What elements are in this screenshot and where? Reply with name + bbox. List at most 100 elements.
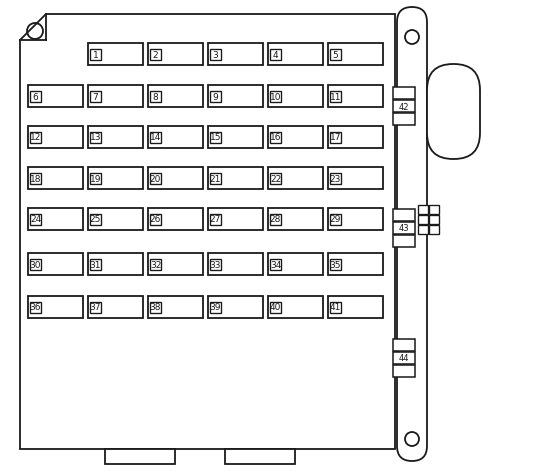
Bar [147, 253, 202, 276]
Bar [393, 352, 415, 364]
Text: 27: 27 [210, 215, 221, 224]
Bar [210, 132, 221, 143]
Bar [28, 253, 82, 276]
Text: 7: 7 [92, 92, 98, 101]
Bar [87, 253, 142, 276]
Text: 25: 25 [90, 215, 101, 224]
Bar [393, 114, 415, 126]
Bar [87, 86, 142, 108]
Text: 17: 17 [330, 133, 341, 142]
Bar [28, 168, 82, 189]
Text: 3: 3 [213, 50, 218, 60]
Bar [267, 168, 322, 189]
Text: 30: 30 [30, 260, 41, 269]
Bar [28, 297, 82, 318]
Bar [150, 259, 161, 270]
Bar [150, 214, 161, 225]
Bar [330, 173, 341, 184]
Bar [210, 214, 221, 225]
Bar [147, 44, 202, 66]
Text: 22: 22 [270, 174, 281, 183]
Bar [270, 132, 281, 143]
Bar [270, 91, 281, 102]
Text: 15: 15 [210, 133, 221, 142]
Polygon shape [20, 15, 395, 449]
Bar [327, 168, 382, 189]
Bar [87, 127, 142, 149]
Bar [150, 91, 161, 102]
Text: 6: 6 [32, 92, 38, 101]
Bar [267, 86, 322, 108]
Bar [330, 91, 341, 102]
Bar [28, 208, 82, 230]
Bar [267, 44, 322, 66]
Text: 4: 4 [273, 50, 278, 60]
Bar [207, 168, 262, 189]
Bar [270, 214, 281, 225]
Text: 13: 13 [90, 133, 101, 142]
Bar [207, 253, 262, 276]
Bar [267, 297, 322, 318]
Bar [393, 223, 415, 235]
Text: 11: 11 [330, 92, 341, 101]
Bar [105, 449, 175, 464]
Text: 5: 5 [333, 50, 338, 60]
Bar [418, 226, 428, 235]
Bar [87, 297, 142, 318]
Bar [393, 339, 415, 351]
Bar [28, 127, 82, 149]
Bar [225, 449, 295, 464]
Bar [30, 91, 41, 102]
Text: 8: 8 [153, 92, 158, 101]
Bar [267, 127, 322, 149]
Bar [327, 253, 382, 276]
Text: 39: 39 [210, 303, 221, 312]
Bar [207, 44, 262, 66]
Bar [429, 206, 439, 215]
Bar [327, 297, 382, 318]
Text: 34: 34 [270, 260, 281, 269]
Bar [330, 50, 341, 60]
Bar [150, 132, 161, 143]
Bar [207, 127, 262, 149]
Bar [418, 206, 428, 215]
FancyBboxPatch shape [427, 65, 480, 159]
FancyBboxPatch shape [397, 8, 427, 461]
Bar [429, 216, 439, 225]
Text: 43: 43 [399, 224, 409, 233]
Bar [270, 259, 281, 270]
Text: 2: 2 [153, 50, 158, 60]
Bar [30, 132, 41, 143]
Bar [87, 44, 142, 66]
Bar [90, 259, 101, 270]
Bar [327, 44, 382, 66]
Bar [207, 86, 262, 108]
Bar [150, 173, 161, 184]
Bar [150, 50, 161, 60]
Bar [210, 91, 221, 102]
Bar [210, 173, 221, 184]
Bar [210, 259, 221, 270]
Text: 19: 19 [90, 174, 101, 183]
Bar [90, 173, 101, 184]
Text: 33: 33 [210, 260, 221, 269]
Text: 41: 41 [330, 303, 341, 312]
Bar [87, 168, 142, 189]
Bar [330, 302, 341, 313]
Bar [210, 302, 221, 313]
Bar [30, 173, 41, 184]
Bar [90, 50, 101, 60]
Bar [393, 209, 415, 221]
Bar [267, 208, 322, 230]
Text: 44: 44 [399, 354, 409, 363]
Bar [393, 101, 415, 113]
Bar [207, 208, 262, 230]
Bar [90, 302, 101, 313]
Bar [90, 91, 101, 102]
Text: 29: 29 [330, 215, 341, 224]
Bar [210, 50, 221, 60]
Bar [30, 214, 41, 225]
Bar [429, 226, 439, 235]
Text: 20: 20 [150, 174, 161, 183]
Text: 38: 38 [150, 303, 161, 312]
